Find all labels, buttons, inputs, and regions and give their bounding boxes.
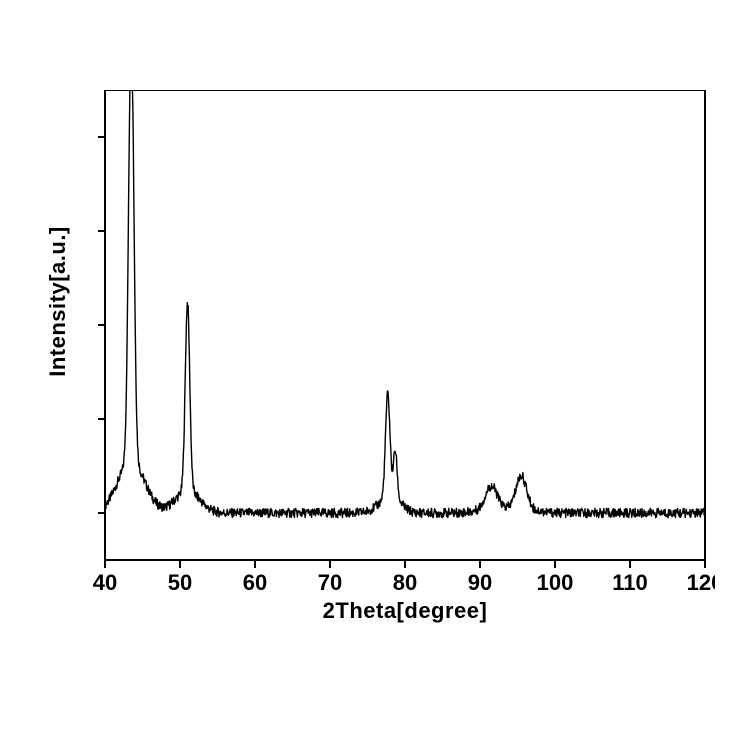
x-tick-label: 110 bbox=[612, 570, 648, 595]
chart-svg: 40 50 60 70 80 90 100 110 120 2Theta[degree] Inten… bbox=[35, 90, 715, 650]
x-tick-label: 60 bbox=[243, 570, 267, 595]
x-tick-label: 100 bbox=[537, 570, 574, 595]
x-tick-label: 40 bbox=[93, 570, 117, 595]
xrd-chart: 40 50 60 70 80 90 100 110 120 2Theta[degree] Inten… bbox=[35, 90, 715, 650]
x-tick-label: 50 bbox=[168, 570, 192, 595]
x-tick-label: 120 bbox=[687, 570, 715, 595]
x-axis-label: 2Theta[degree] bbox=[323, 598, 488, 623]
y-axis-label: Intensity[a.u.] bbox=[45, 226, 70, 377]
x-tick-label: 90 bbox=[468, 570, 492, 595]
x-tick-label: 70 bbox=[318, 570, 342, 595]
xrd-trace bbox=[105, 90, 705, 518]
x-tick-label: 80 bbox=[393, 570, 417, 595]
